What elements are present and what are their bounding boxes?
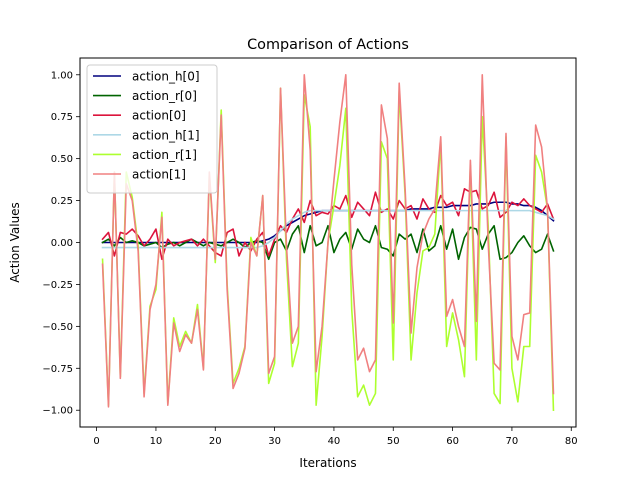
- series-line-2: [101, 188, 555, 261]
- x-tick-label: 30: [268, 436, 281, 447]
- x-axis: 0 10 20 30 40 50 60 70 80: [93, 427, 578, 447]
- legend-label-1: action_r[0]: [132, 89, 197, 103]
- x-tick-label: 20: [209, 436, 222, 447]
- y-tick-label: 0.75: [51, 112, 73, 123]
- y-tick-label: −0.75: [42, 364, 73, 375]
- y-tick-label: 1.00: [51, 70, 73, 81]
- x-tick-label: 0: [93, 436, 99, 447]
- x-tick-label: 80: [565, 436, 578, 447]
- x-tick-label: 10: [150, 436, 163, 447]
- y-axis: −1.00 −0.75 −0.50 −0.25 0.00 0.25 0.50 0.75 1.00: [42, 70, 80, 417]
- legend-box: [86, 64, 218, 194]
- series-line-5: [101, 73, 555, 408]
- legend: action_h[0] action_r[0] action[0] action_h[…: [86, 64, 218, 194]
- y-tick-label: −0.50: [42, 322, 73, 333]
- y-tick-label: 0.50: [51, 154, 73, 165]
- y-tick-label: 0.25: [51, 196, 73, 207]
- legend-label-0: action_h[0]: [132, 70, 200, 84]
- legend-label-2: action[0]: [132, 109, 186, 123]
- x-axis-label: Iterations: [299, 456, 356, 470]
- y-tick-label: −1.00: [42, 406, 73, 417]
- y-tick-label: 0.00: [51, 238, 73, 249]
- chart-title: Comparison of Actions: [247, 37, 409, 53]
- legend-label-3: action_h[1]: [132, 128, 200, 142]
- series-layer: [101, 73, 555, 412]
- y-tick-label: −0.25: [42, 280, 73, 291]
- legend-label-4: action_r[1]: [132, 148, 197, 162]
- x-tick-label: 70: [506, 436, 519, 447]
- legend-label-5: action[1]: [132, 168, 186, 182]
- x-tick-label: 40: [328, 436, 341, 447]
- y-axis-label: Action Values: [8, 202, 22, 283]
- x-tick-label: 50: [387, 436, 400, 447]
- x-tick-label: 60: [446, 436, 459, 447]
